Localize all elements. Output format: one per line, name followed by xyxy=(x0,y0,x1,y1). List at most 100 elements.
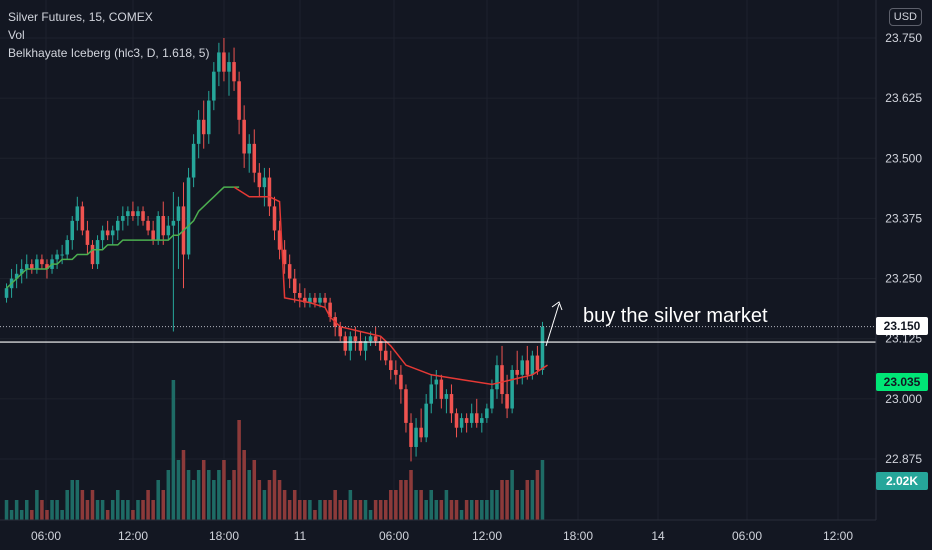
candle-body xyxy=(404,389,408,423)
volume-bar xyxy=(242,450,246,520)
volume-bar xyxy=(85,500,90,520)
indicator-price-badge xyxy=(876,373,928,391)
candle-body xyxy=(277,230,282,250)
candle-body xyxy=(490,389,494,409)
volume-bar xyxy=(277,480,282,520)
candle-body xyxy=(217,52,221,72)
volume-bar xyxy=(373,500,378,520)
candle-body xyxy=(394,369,398,375)
candle-body xyxy=(383,350,388,361)
volume-bar xyxy=(186,470,191,520)
x-tick-label: 12:00 xyxy=(118,529,148,543)
candle-body xyxy=(424,403,428,438)
volume-label: 2.02K xyxy=(886,474,918,488)
volume-bar xyxy=(257,480,262,520)
volume-bar xyxy=(525,480,530,520)
annotation-arrow[interactable] xyxy=(545,301,563,347)
volume-indicator-label[interactable]: Vol xyxy=(8,28,25,42)
candle-body xyxy=(126,211,130,217)
x-tick-label: 12:00 xyxy=(823,529,853,543)
candle-body xyxy=(85,230,90,245)
candle-body xyxy=(464,418,469,423)
candle-body xyxy=(257,172,262,188)
volume-bar xyxy=(540,460,545,520)
candle-body xyxy=(100,230,105,241)
candle-body xyxy=(191,143,196,178)
indicator-green-line xyxy=(6,186,240,289)
candle-body xyxy=(313,297,317,303)
x-tick-label: 06:00 xyxy=(31,529,61,543)
candle-body xyxy=(222,52,226,72)
volume-bar xyxy=(383,500,388,520)
volume-bar xyxy=(474,500,479,520)
volume-bar xyxy=(156,480,160,520)
y-tick-label: 23.625 xyxy=(885,91,922,105)
currency-button[interactable]: USD xyxy=(888,8,922,26)
volume-bar xyxy=(95,500,100,520)
candle-body xyxy=(520,360,525,375)
volume-bar xyxy=(207,470,211,520)
candle-body xyxy=(358,341,363,351)
candle-body xyxy=(176,206,181,221)
volume-bar xyxy=(252,460,257,520)
chart-legend: Silver Futures, 15, COMEX Vol Belkhayate… xyxy=(8,8,209,62)
candle-body xyxy=(343,336,348,351)
volume-bar xyxy=(181,450,186,520)
x-tick-label: 18:00 xyxy=(209,529,239,543)
volume-bar xyxy=(313,510,317,520)
volume-bar xyxy=(490,490,494,520)
candle-body xyxy=(292,278,297,294)
volume-bar xyxy=(14,500,19,520)
candle-body xyxy=(4,288,9,298)
volume-bar xyxy=(358,500,363,520)
candle-body xyxy=(535,355,540,370)
price-badges: 23.150 23.035 2.02K xyxy=(876,317,928,490)
volume-bar xyxy=(191,480,196,520)
volume-bar xyxy=(409,470,413,520)
candle-body xyxy=(227,62,231,72)
candle-body xyxy=(505,394,509,409)
candle-body xyxy=(373,336,378,342)
volume-bar xyxy=(363,500,368,520)
volume-bar xyxy=(480,500,484,520)
candle-body xyxy=(323,297,327,303)
candle-body xyxy=(30,264,34,269)
candle-body xyxy=(414,427,418,447)
last-price-badge xyxy=(876,317,928,335)
x-tick-label: 06:00 xyxy=(732,529,762,543)
volume-bar xyxy=(70,480,75,520)
volume-bar xyxy=(485,500,489,520)
candle-body xyxy=(60,254,64,256)
candle-body xyxy=(287,264,292,279)
candle-body xyxy=(353,336,358,342)
candle-body xyxy=(186,177,191,255)
candle-body xyxy=(389,360,393,370)
candle-body xyxy=(282,249,287,265)
candle-body xyxy=(14,273,19,279)
volume-bar xyxy=(166,470,171,520)
volume-bar xyxy=(110,500,115,520)
volume-bar xyxy=(40,500,44,520)
volume-bar xyxy=(303,500,307,520)
volume-bar xyxy=(232,470,236,520)
volume-bar xyxy=(505,480,509,520)
price-axis[interactable]: 23.750 23.625 23.500 23.375 23.250 23.125 23.0… xyxy=(875,0,922,520)
annotation-text[interactable]: buy the silver market xyxy=(583,305,768,327)
time-axis[interactable]: 06:00 12:00 18:00 11 06:00 12:00 18:00 14 06:00 1… xyxy=(0,519,876,543)
iceberg-indicator-label[interactable]: Belkhayate Iceberg (hlc3, D, 1.618, 5) xyxy=(8,46,210,60)
candle-body xyxy=(474,413,479,423)
candle-body xyxy=(156,216,160,241)
volume-bar xyxy=(161,490,166,520)
candle-body xyxy=(378,341,383,351)
volume-badge xyxy=(876,472,928,490)
candle-body xyxy=(368,336,373,342)
candle-body xyxy=(429,384,434,404)
volume-bar xyxy=(9,510,14,520)
candle-body xyxy=(449,394,454,414)
symbol-title[interactable]: Silver Futures, 15, COMEX xyxy=(8,10,153,24)
candle-body xyxy=(212,71,216,101)
volume-bar xyxy=(201,460,206,520)
candle-body xyxy=(439,379,444,399)
candle-body xyxy=(459,418,464,428)
